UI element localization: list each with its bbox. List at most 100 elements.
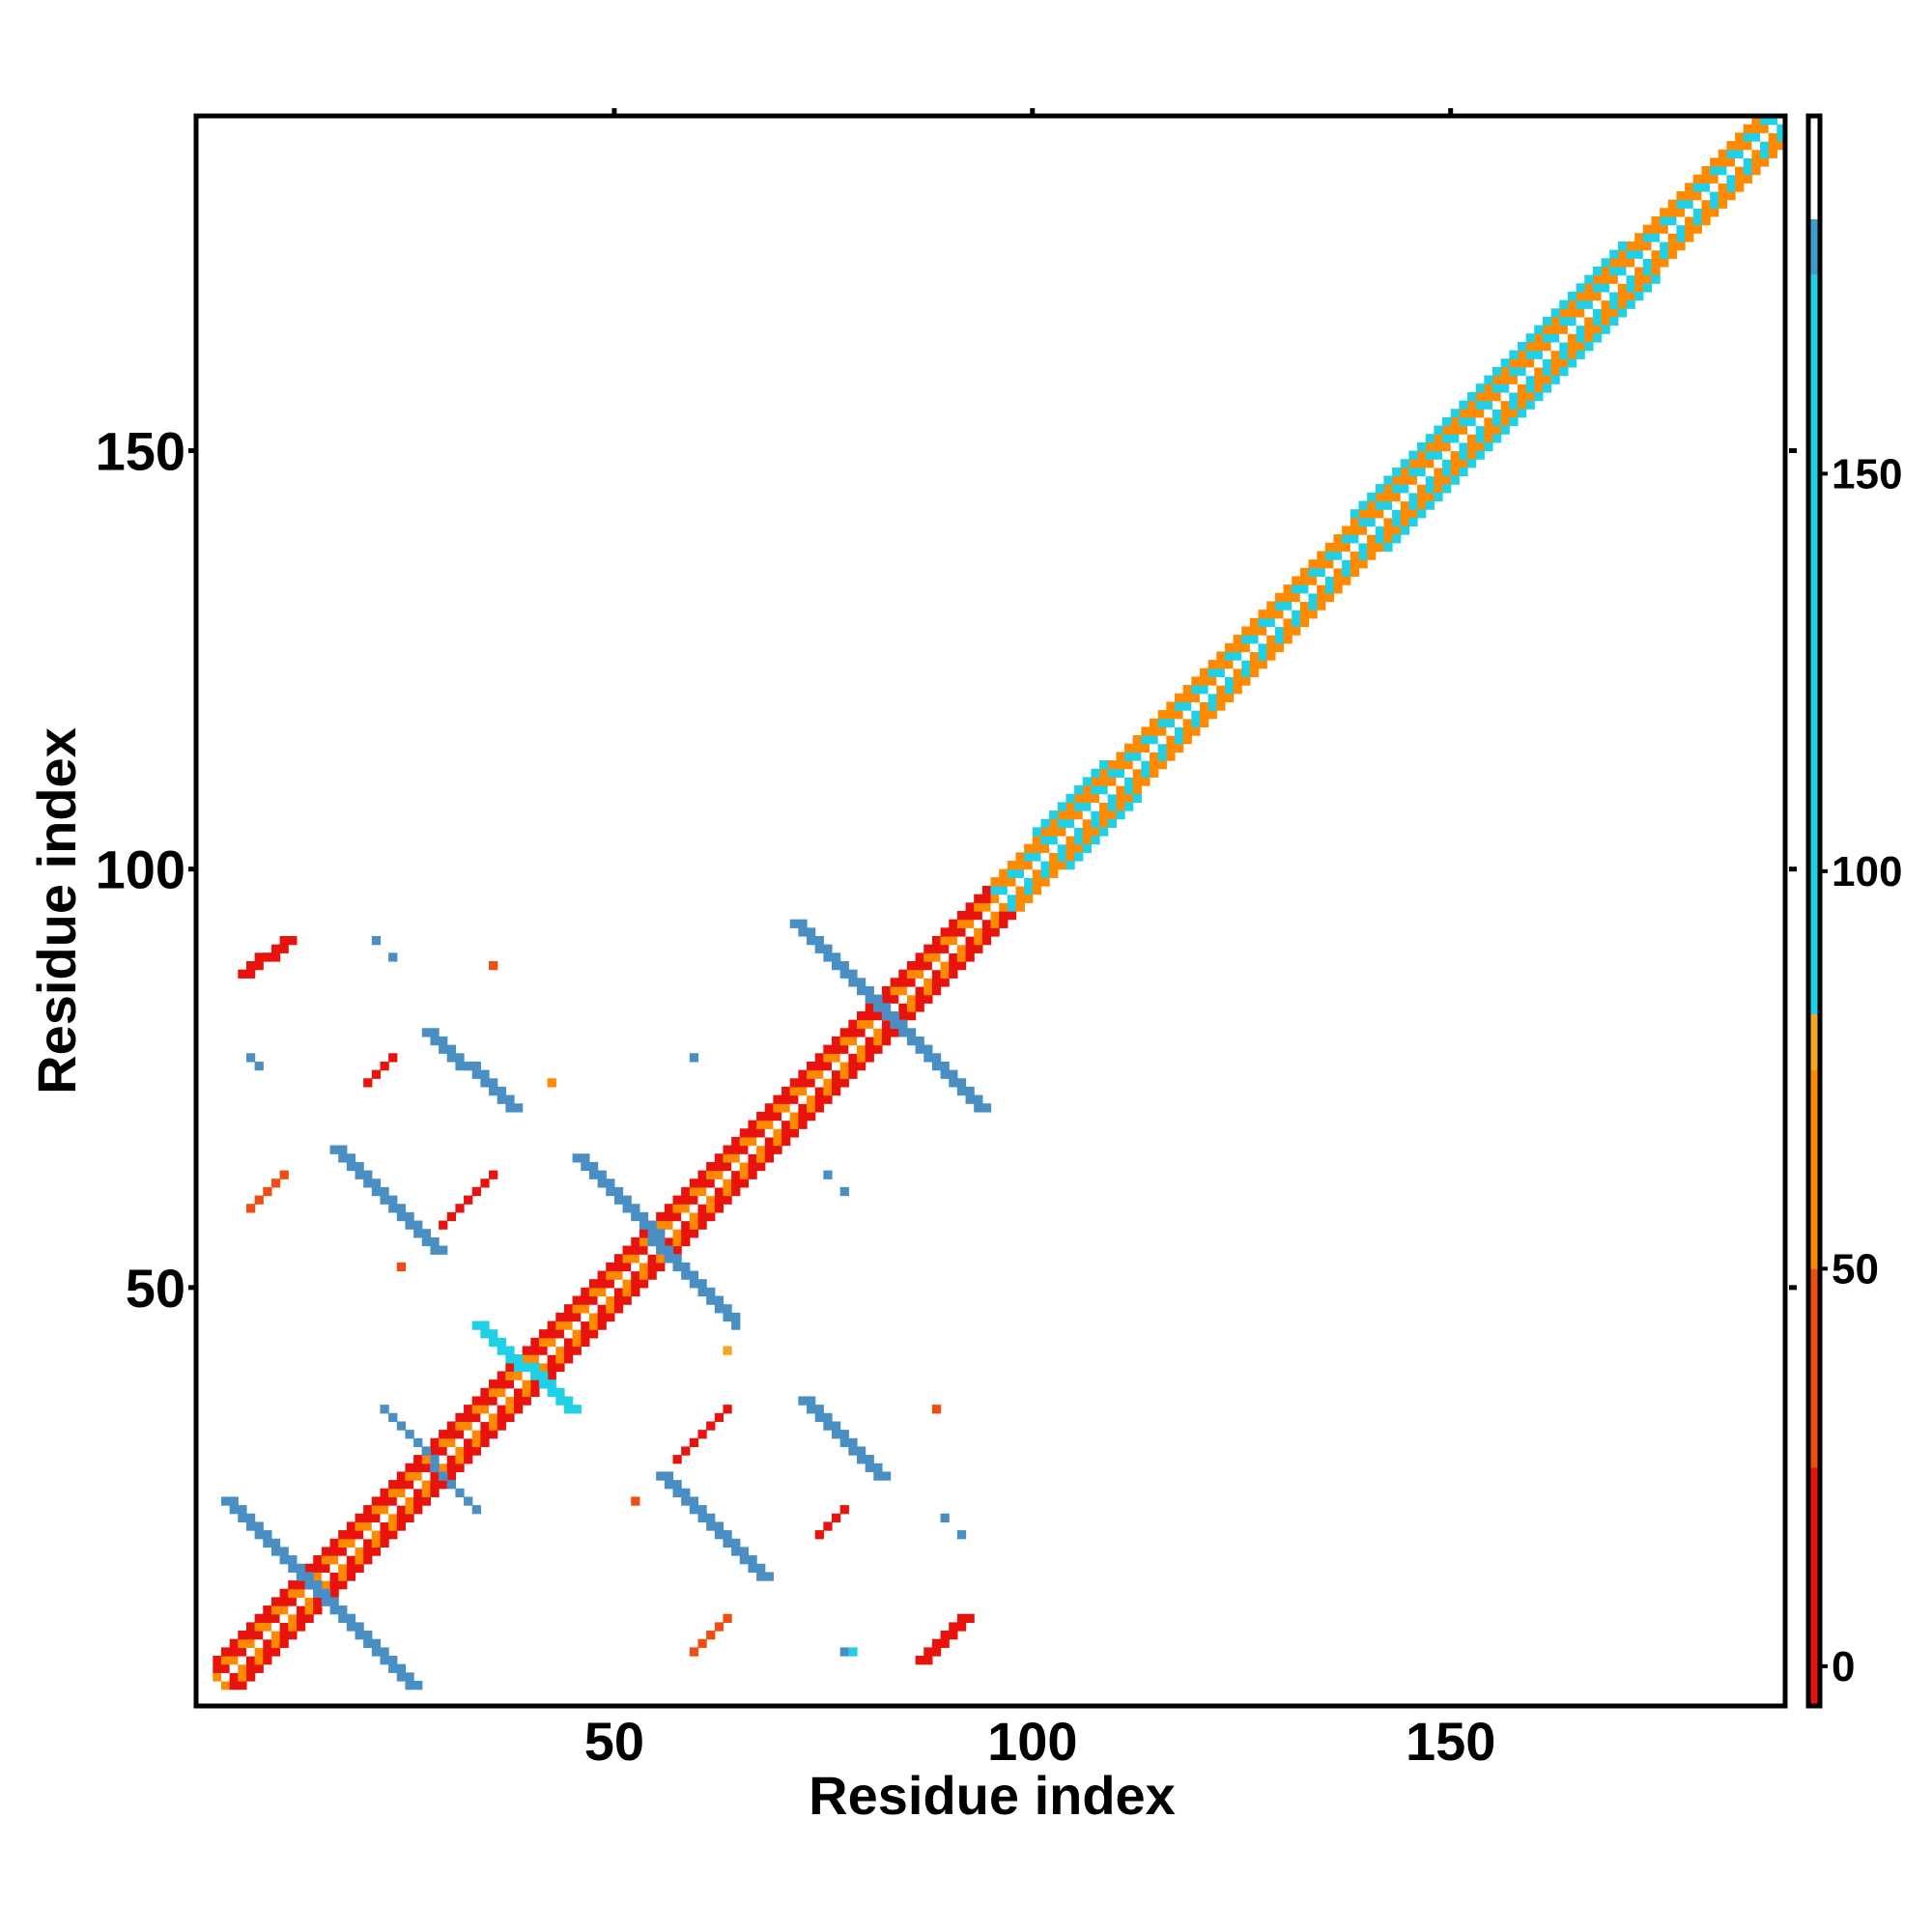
- diagonal-cell: [756, 1153, 766, 1163]
- diagonal-cell: [1400, 517, 1409, 527]
- diagonal-cell: [1107, 785, 1117, 795]
- diagonal-cell: [807, 1061, 816, 1071]
- diagonal-cell: [1660, 224, 1669, 234]
- diagonal-cell: [530, 1337, 540, 1348]
- diagonal-cell: [1601, 316, 1610, 327]
- diagonal-cell: [388, 1513, 398, 1523]
- diagonal-cell: [848, 1044, 858, 1054]
- contact-cell: [664, 1254, 674, 1264]
- diagonal-cell: [1324, 576, 1335, 585]
- diagonal-cell: [923, 969, 933, 979]
- diagonal-cell: [329, 1580, 339, 1590]
- diagonal-cell: [1718, 174, 1727, 184]
- diagonal-cell: [1199, 718, 1209, 728]
- diagonal-cell: [1266, 626, 1276, 636]
- diagonal-cell: [1032, 836, 1042, 845]
- diagonal-cell: [1609, 316, 1619, 327]
- diagonal-cell: [1425, 434, 1435, 443]
- diagonal-cell: [1249, 642, 1260, 653]
- contact-cell: [363, 1179, 373, 1188]
- diagonal-cell: [1383, 500, 1393, 510]
- diagonal-cell: [1216, 660, 1226, 669]
- diagonal-cell: [1667, 249, 1678, 259]
- contact-cell: [245, 1053, 256, 1063]
- contact-cell: [823, 1412, 833, 1423]
- diagonal-cell: [1208, 701, 1217, 711]
- diagonal-cell: [1634, 266, 1644, 276]
- diagonal-cell: [1534, 358, 1544, 368]
- diagonal-cell: [1500, 400, 1510, 410]
- contact-cell: [480, 1069, 490, 1079]
- diagonal-cell: [522, 1371, 531, 1380]
- contact-cell: [622, 1195, 632, 1205]
- diagonal-cell: [329, 1538, 339, 1548]
- diagonal-cell: [1224, 642, 1235, 653]
- diagonal-cell: [1601, 308, 1610, 318]
- diagonal-cell: [1492, 425, 1502, 435]
- diagonal-cell: [1417, 484, 1427, 494]
- contact-cell: [489, 960, 498, 971]
- diagonal-cell: [1358, 517, 1368, 527]
- diagonal-cell: [413, 1488, 423, 1498]
- diagonal-cell: [1685, 215, 1694, 226]
- diagonal-cell: [681, 1236, 691, 1247]
- diagonal-cell: [1199, 676, 1209, 686]
- contact-cell: [446, 1044, 456, 1054]
- diagonal-cell: [723, 1179, 732, 1188]
- diagonal-cell: [497, 1396, 506, 1406]
- diagonal-cell: [1132, 743, 1142, 753]
- diagonal-cell: [1166, 743, 1176, 753]
- contact-cell: [689, 1270, 699, 1280]
- diagonal-cell: [1091, 785, 1100, 795]
- diagonal-cell: [1509, 375, 1519, 384]
- diagonal-cell: [1459, 459, 1468, 469]
- diagonal-cell: [1049, 852, 1059, 862]
- diagonal-cell: [1292, 601, 1301, 611]
- diagonal-cell: [363, 1521, 373, 1531]
- diagonal-cell: [555, 1337, 565, 1348]
- diagonal-cell: [396, 1496, 407, 1506]
- diagonal-cell: [1299, 617, 1310, 628]
- diagonal-cell: [1492, 375, 1502, 384]
- diagonal-cell: [832, 1053, 841, 1063]
- diagonal-cell: [547, 1337, 556, 1348]
- contact-cell: [931, 1638, 942, 1648]
- diagonal-cell: [514, 1405, 524, 1414]
- diagonal-cell: [606, 1279, 615, 1289]
- diagonal-cell: [773, 1094, 782, 1104]
- diagonal-cell: [371, 1513, 382, 1523]
- diagonal-cell: [856, 1036, 867, 1046]
- diagonal-cell: [1492, 409, 1502, 418]
- diagonal-cell: [455, 1421, 465, 1431]
- diagonal-cell: [396, 1521, 407, 1531]
- contact-cell: [263, 1186, 272, 1197]
- diagonal-cell: [1751, 157, 1761, 167]
- diagonal-cell: [1124, 743, 1134, 753]
- diagonal-cell: [455, 1455, 465, 1464]
- diagonal-cell: [1667, 233, 1678, 242]
- contact-cell: [430, 1028, 440, 1037]
- diagonal-cell: [1726, 190, 1736, 201]
- diagonal-cell: [263, 1656, 272, 1665]
- diagonal-cell: [1642, 249, 1653, 259]
- diagonal-cell: [613, 1287, 624, 1297]
- diagonal-cell: [1124, 793, 1134, 803]
- diagonal-cell: [371, 1530, 382, 1540]
- diagonal-cell: [1542, 375, 1552, 384]
- contact-cell: [848, 1446, 858, 1456]
- contact-cell: [915, 1036, 924, 1046]
- diagonal-cell: [999, 877, 1009, 887]
- diagonal-cell: [1559, 325, 1569, 334]
- diagonal-cell: [807, 1078, 816, 1088]
- diagonal-cell: [1107, 768, 1117, 778]
- diagonal-cell: [1132, 793, 1142, 803]
- diagonal-cell: [1400, 509, 1409, 519]
- diagonal-cell: [672, 1195, 682, 1205]
- diagonal-cell: [1442, 441, 1452, 452]
- contact-cell: [915, 1044, 924, 1054]
- diagonal-cell: [1057, 843, 1067, 853]
- diagonal-cell: [1467, 400, 1477, 410]
- contact-cell: [848, 1437, 858, 1448]
- diagonal-cell: [238, 1672, 247, 1682]
- contact-cell: [388, 1663, 398, 1673]
